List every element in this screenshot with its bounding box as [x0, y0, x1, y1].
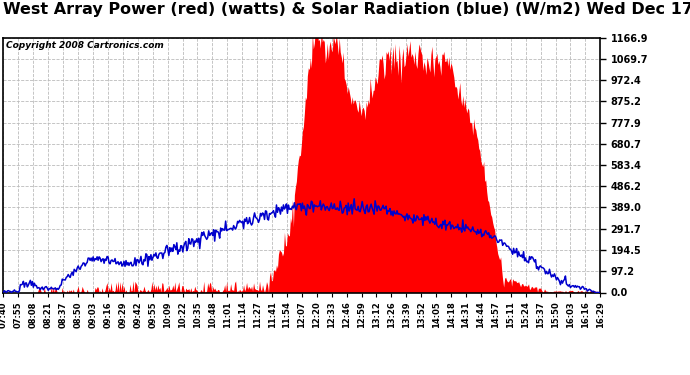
Text: West Array Power (red) (watts) & Solar Radiation (blue) (W/m2) Wed Dec 17 16:29: West Array Power (red) (watts) & Solar R… — [3, 2, 690, 17]
Text: Copyright 2008 Cartronics.com: Copyright 2008 Cartronics.com — [6, 41, 164, 50]
